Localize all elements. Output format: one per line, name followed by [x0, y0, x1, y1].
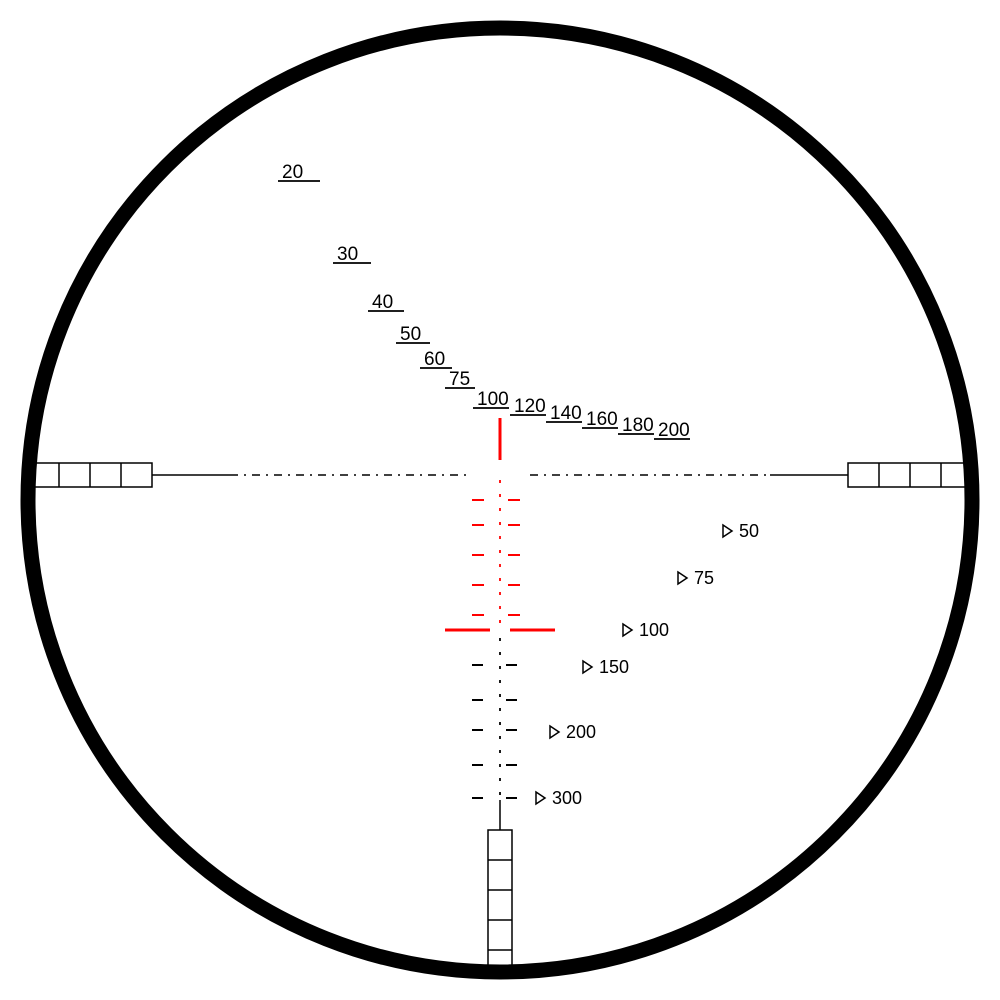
- holdover-label: 150: [599, 657, 629, 677]
- stadia-label: 30: [337, 244, 358, 265]
- stadia-label: 20: [282, 162, 303, 183]
- holdover-label: 100: [639, 620, 669, 640]
- stadia-label: 60: [424, 349, 445, 370]
- holdover-label: 50: [739, 521, 759, 541]
- stadia-label: 160: [586, 409, 618, 430]
- stadia-label: 100: [477, 389, 509, 410]
- holdover-label: 75: [694, 568, 714, 588]
- stadia-label: 75: [449, 369, 470, 390]
- holdover-label: 300: [552, 788, 582, 808]
- stadia-label: 180: [622, 415, 654, 436]
- holdover-label: 200: [566, 722, 596, 742]
- reticle-diagram: 2030405060751001201401601802005075100150…: [0, 0, 1000, 1000]
- stadia-label: 120: [514, 396, 546, 417]
- stadia-label: 140: [550, 403, 582, 424]
- stadia-label: 50: [400, 324, 421, 345]
- stadia-label: 40: [372, 292, 393, 313]
- stadia-label: 200: [658, 420, 690, 441]
